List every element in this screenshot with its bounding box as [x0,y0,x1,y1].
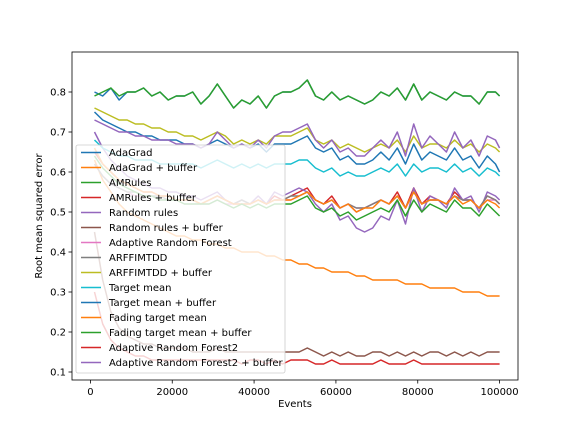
y-tick-label: 0.2 [50,328,66,339]
y-tick-label: 0.5 [50,208,66,219]
y-tick-label: 0.1 [50,368,66,379]
x-tick-label: 80000 [402,387,434,398]
legend-label: ARFFIMTDD [109,253,168,264]
legend-label: Fading target mean [109,313,207,324]
legend-label: Adaptive Random Forest2 + buffer [109,358,284,369]
legend-label: AdaGrad [109,148,152,159]
x-tick-label: 60000 [320,387,352,398]
x-tick-label: 100000 [480,387,518,398]
legend-label: Adaptive Random Forest [109,238,232,249]
legend: AdaGrad AdaGrad + buffer AMRules AMRules + … [75,144,286,374]
x-axis-label: Events [278,399,312,410]
y-tick-label: 0.7 [50,128,66,139]
legend-label: Adaptive Random Forest2 [109,343,238,354]
series-line-15 [94,119,501,157]
y-axis-ticks: 0.1 0.2 0.3 0.4 0.5 0.6 0.7 0.8 [50,88,72,379]
x-tick-label: 20000 [156,387,188,398]
plot-frame [71,51,519,381]
legend-label: Random rules [109,208,178,219]
x-axis-ticks: 0 20000 40000 60000 80000 100000 [87,380,519,398]
legend-box [75,144,286,374]
y-tick-label: 0.4 [50,248,66,259]
y-tick-label: 0.6 [50,168,66,179]
legend-label: AMRules + buffer [109,193,197,204]
legend-label: Fading target mean + buffer [109,328,252,339]
y-axis-label: Root mean squared error [34,153,45,279]
legend-label: Target mean [108,283,171,294]
y-tick-label: 0.8 [50,88,66,99]
legend-label: ARFFIMTDD + buffer [109,268,213,279]
legend-label: Random rules + buffer [109,223,224,234]
legend-label: AdaGrad + buffer [109,163,198,174]
series-line-9 [94,107,501,153]
legend-label: Target mean + buffer [108,298,217,309]
x-tick-label: 40000 [238,387,270,398]
x-tick-label: 0 [87,387,93,398]
y-tick-label: 0.3 [50,288,66,299]
legend-label: AMRules [109,178,151,189]
series-line-3 [94,79,501,109]
